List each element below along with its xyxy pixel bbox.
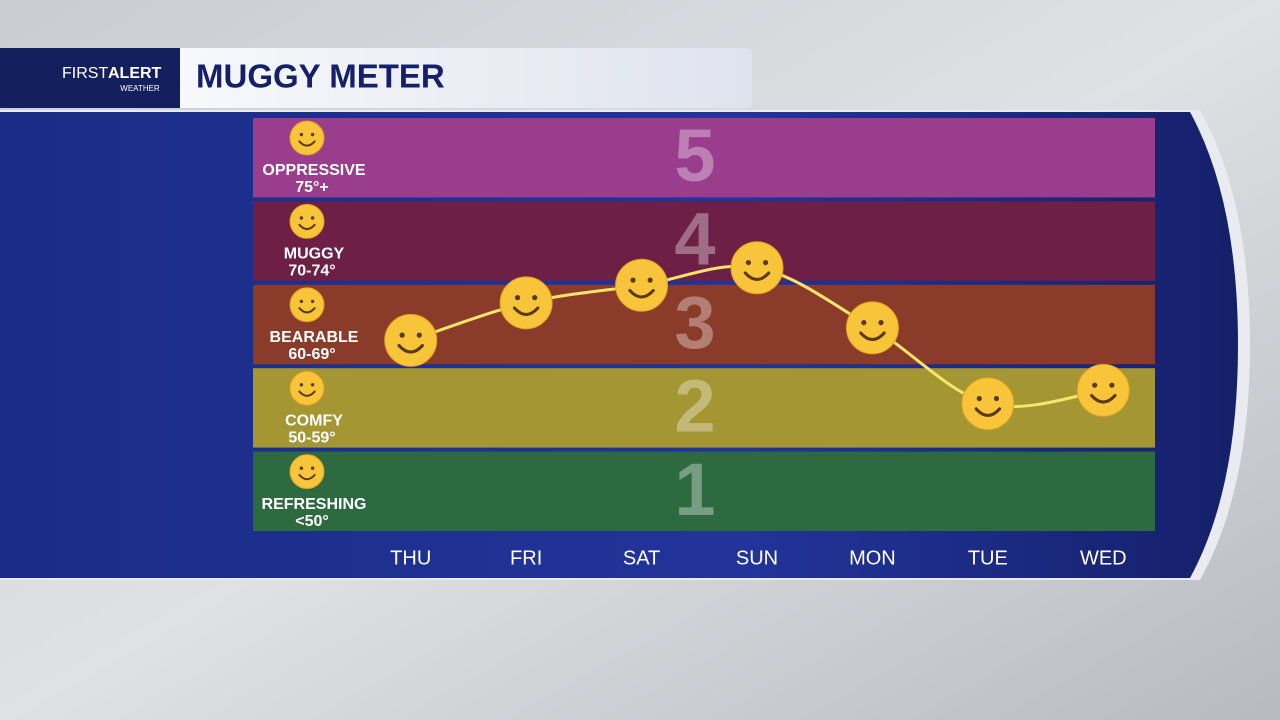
data-point-eye bbox=[532, 295, 538, 301]
level-band bbox=[253, 451, 1155, 531]
data-point-eye bbox=[878, 320, 884, 326]
level-name: COMFY bbox=[285, 412, 343, 429]
data-point-eye bbox=[399, 332, 405, 338]
data-point-mouth bbox=[397, 343, 424, 354]
data-point bbox=[1076, 363, 1130, 417]
level-icon-body bbox=[289, 120, 325, 156]
level-number: 3 bbox=[674, 281, 715, 364]
level-band bbox=[253, 201, 1155, 281]
x-tick-label: MON bbox=[849, 547, 896, 569]
data-point-mouth bbox=[512, 306, 540, 317]
level-icon-body bbox=[289, 454, 325, 490]
data-point-body bbox=[499, 276, 553, 330]
level-icon bbox=[289, 370, 325, 406]
data-point-eye bbox=[647, 277, 653, 283]
level-icon-mouth bbox=[298, 223, 316, 231]
level-name: OPPRESSIVE bbox=[262, 162, 365, 179]
level-range: <50° bbox=[295, 513, 329, 530]
level-icon bbox=[289, 120, 325, 156]
data-point bbox=[961, 377, 1015, 431]
data-point-mouth bbox=[743, 271, 771, 282]
data-point-body bbox=[615, 258, 669, 312]
data-point-mouth bbox=[859, 331, 886, 342]
data-point-eye bbox=[976, 395, 982, 402]
level-icon-eye bbox=[299, 216, 304, 220]
x-tick-label: THU bbox=[390, 547, 431, 569]
level-icon-eye bbox=[310, 299, 315, 304]
level-range: 70-74° bbox=[288, 263, 335, 280]
x-tick-label: SAT bbox=[623, 547, 660, 569]
level-icon-body bbox=[289, 370, 325, 406]
header-bar bbox=[0, 48, 752, 108]
level-icon-eye bbox=[310, 216, 315, 220]
level-number: 2 bbox=[674, 364, 715, 447]
level-icon-eye bbox=[299, 299, 304, 304]
level-range: 75°+ bbox=[295, 179, 329, 196]
data-point-body bbox=[384, 313, 438, 367]
level-number: 5 bbox=[674, 114, 715, 197]
level-name: REFRESHING bbox=[262, 496, 367, 513]
level-icon-eye bbox=[310, 132, 315, 137]
level-icon-eye bbox=[310, 466, 315, 470]
data-point-eye bbox=[762, 259, 769, 266]
level-band bbox=[253, 118, 1155, 198]
level-icon-mouth bbox=[298, 390, 316, 397]
data-point-eye bbox=[1109, 382, 1115, 388]
level-icon-body bbox=[289, 203, 325, 239]
x-tick-label: FRI bbox=[510, 547, 542, 569]
level-number: 4 bbox=[674, 198, 715, 281]
data-point bbox=[615, 258, 669, 312]
x-tick-label: TUE bbox=[968, 547, 1008, 569]
level-name: MUGGY bbox=[284, 246, 345, 263]
logo-first: FIRST bbox=[62, 65, 108, 82]
level-icon-eye bbox=[310, 383, 315, 387]
level-name: BEARABLE bbox=[270, 329, 359, 346]
data-point-mouth bbox=[974, 407, 1002, 417]
data-point bbox=[730, 241, 784, 295]
data-point-body bbox=[730, 241, 784, 295]
x-tick-label: WED bbox=[1080, 547, 1127, 569]
level-icon-eye bbox=[299, 466, 304, 470]
logo-sub: WEATHER bbox=[120, 84, 160, 93]
level-icon bbox=[289, 203, 325, 239]
data-point bbox=[384, 313, 438, 367]
data-point-body bbox=[1076, 363, 1130, 417]
data-point bbox=[499, 276, 553, 330]
logo-alert: ALERT bbox=[108, 65, 162, 82]
data-point-mouth bbox=[628, 288, 655, 299]
data-point-mouth bbox=[1090, 394, 1117, 404]
level-icon bbox=[289, 454, 325, 490]
data-point-body bbox=[961, 377, 1015, 431]
logo-box bbox=[0, 48, 180, 108]
level-icon bbox=[289, 287, 325, 323]
data-point-eye bbox=[745, 259, 752, 266]
level-icon-mouth bbox=[298, 140, 316, 147]
level-icon-eye bbox=[299, 383, 304, 387]
data-point-eye bbox=[1092, 382, 1098, 388]
chart-title: MUGGY METER bbox=[196, 58, 445, 95]
level-number: 1 bbox=[674, 448, 715, 531]
data-point bbox=[845, 301, 899, 355]
data-point-eye bbox=[630, 277, 636, 283]
level-icon-mouth bbox=[298, 307, 316, 314]
data-point-eye bbox=[993, 395, 1000, 402]
level-range: 60-69° bbox=[288, 346, 335, 363]
data-point-body bbox=[845, 301, 899, 355]
data-point-eye bbox=[861, 320, 867, 326]
level-range: 50-59° bbox=[288, 429, 335, 446]
data-point-eye bbox=[514, 295, 521, 301]
data-point-eye bbox=[416, 332, 422, 338]
x-tick-label: SUN bbox=[736, 547, 778, 569]
level-icon-eye bbox=[299, 132, 304, 137]
level-icon-mouth bbox=[298, 473, 316, 481]
level-icon-body bbox=[289, 287, 325, 323]
